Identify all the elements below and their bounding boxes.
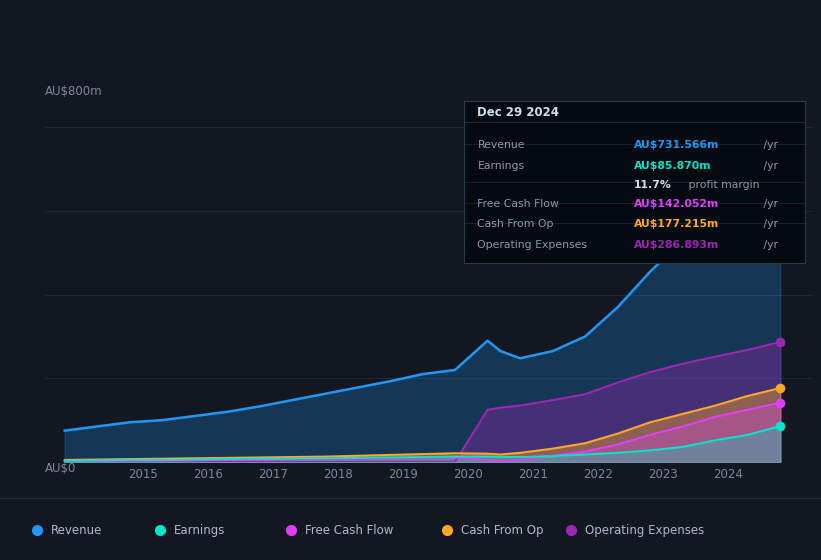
Text: AU$286.893m: AU$286.893m xyxy=(635,240,719,250)
Text: Earnings: Earnings xyxy=(174,524,226,537)
Text: /yr: /yr xyxy=(760,140,778,150)
Point xyxy=(773,338,787,347)
Text: AU$731.566m: AU$731.566m xyxy=(635,140,719,150)
Text: Cash From Op: Cash From Op xyxy=(461,524,544,537)
Point xyxy=(773,384,787,393)
Text: /yr: /yr xyxy=(760,161,778,171)
Text: AU$142.052m: AU$142.052m xyxy=(635,199,719,209)
Text: 11.7%: 11.7% xyxy=(635,180,672,190)
Point xyxy=(773,151,787,160)
Text: Operating Expenses: Operating Expenses xyxy=(478,240,588,250)
Text: AU$177.215m: AU$177.215m xyxy=(635,219,719,229)
Point xyxy=(773,398,787,407)
Text: AU$0: AU$0 xyxy=(45,462,76,475)
Text: Dec 29 2024: Dec 29 2024 xyxy=(478,106,559,119)
Text: Earnings: Earnings xyxy=(478,161,525,171)
Text: Operating Expenses: Operating Expenses xyxy=(585,524,704,537)
Text: Revenue: Revenue xyxy=(478,140,525,150)
Text: /yr: /yr xyxy=(760,199,778,209)
Text: AU$85.870m: AU$85.870m xyxy=(635,161,712,171)
Text: Free Cash Flow: Free Cash Flow xyxy=(478,199,559,209)
Text: Revenue: Revenue xyxy=(51,524,103,537)
Text: AU$800m: AU$800m xyxy=(45,85,103,98)
Text: Cash From Op: Cash From Op xyxy=(478,219,554,229)
Text: Free Cash Flow: Free Cash Flow xyxy=(305,524,394,537)
Text: /yr: /yr xyxy=(760,219,778,229)
Text: profit margin: profit margin xyxy=(686,180,759,190)
Point xyxy=(773,422,787,431)
Text: /yr: /yr xyxy=(760,240,778,250)
